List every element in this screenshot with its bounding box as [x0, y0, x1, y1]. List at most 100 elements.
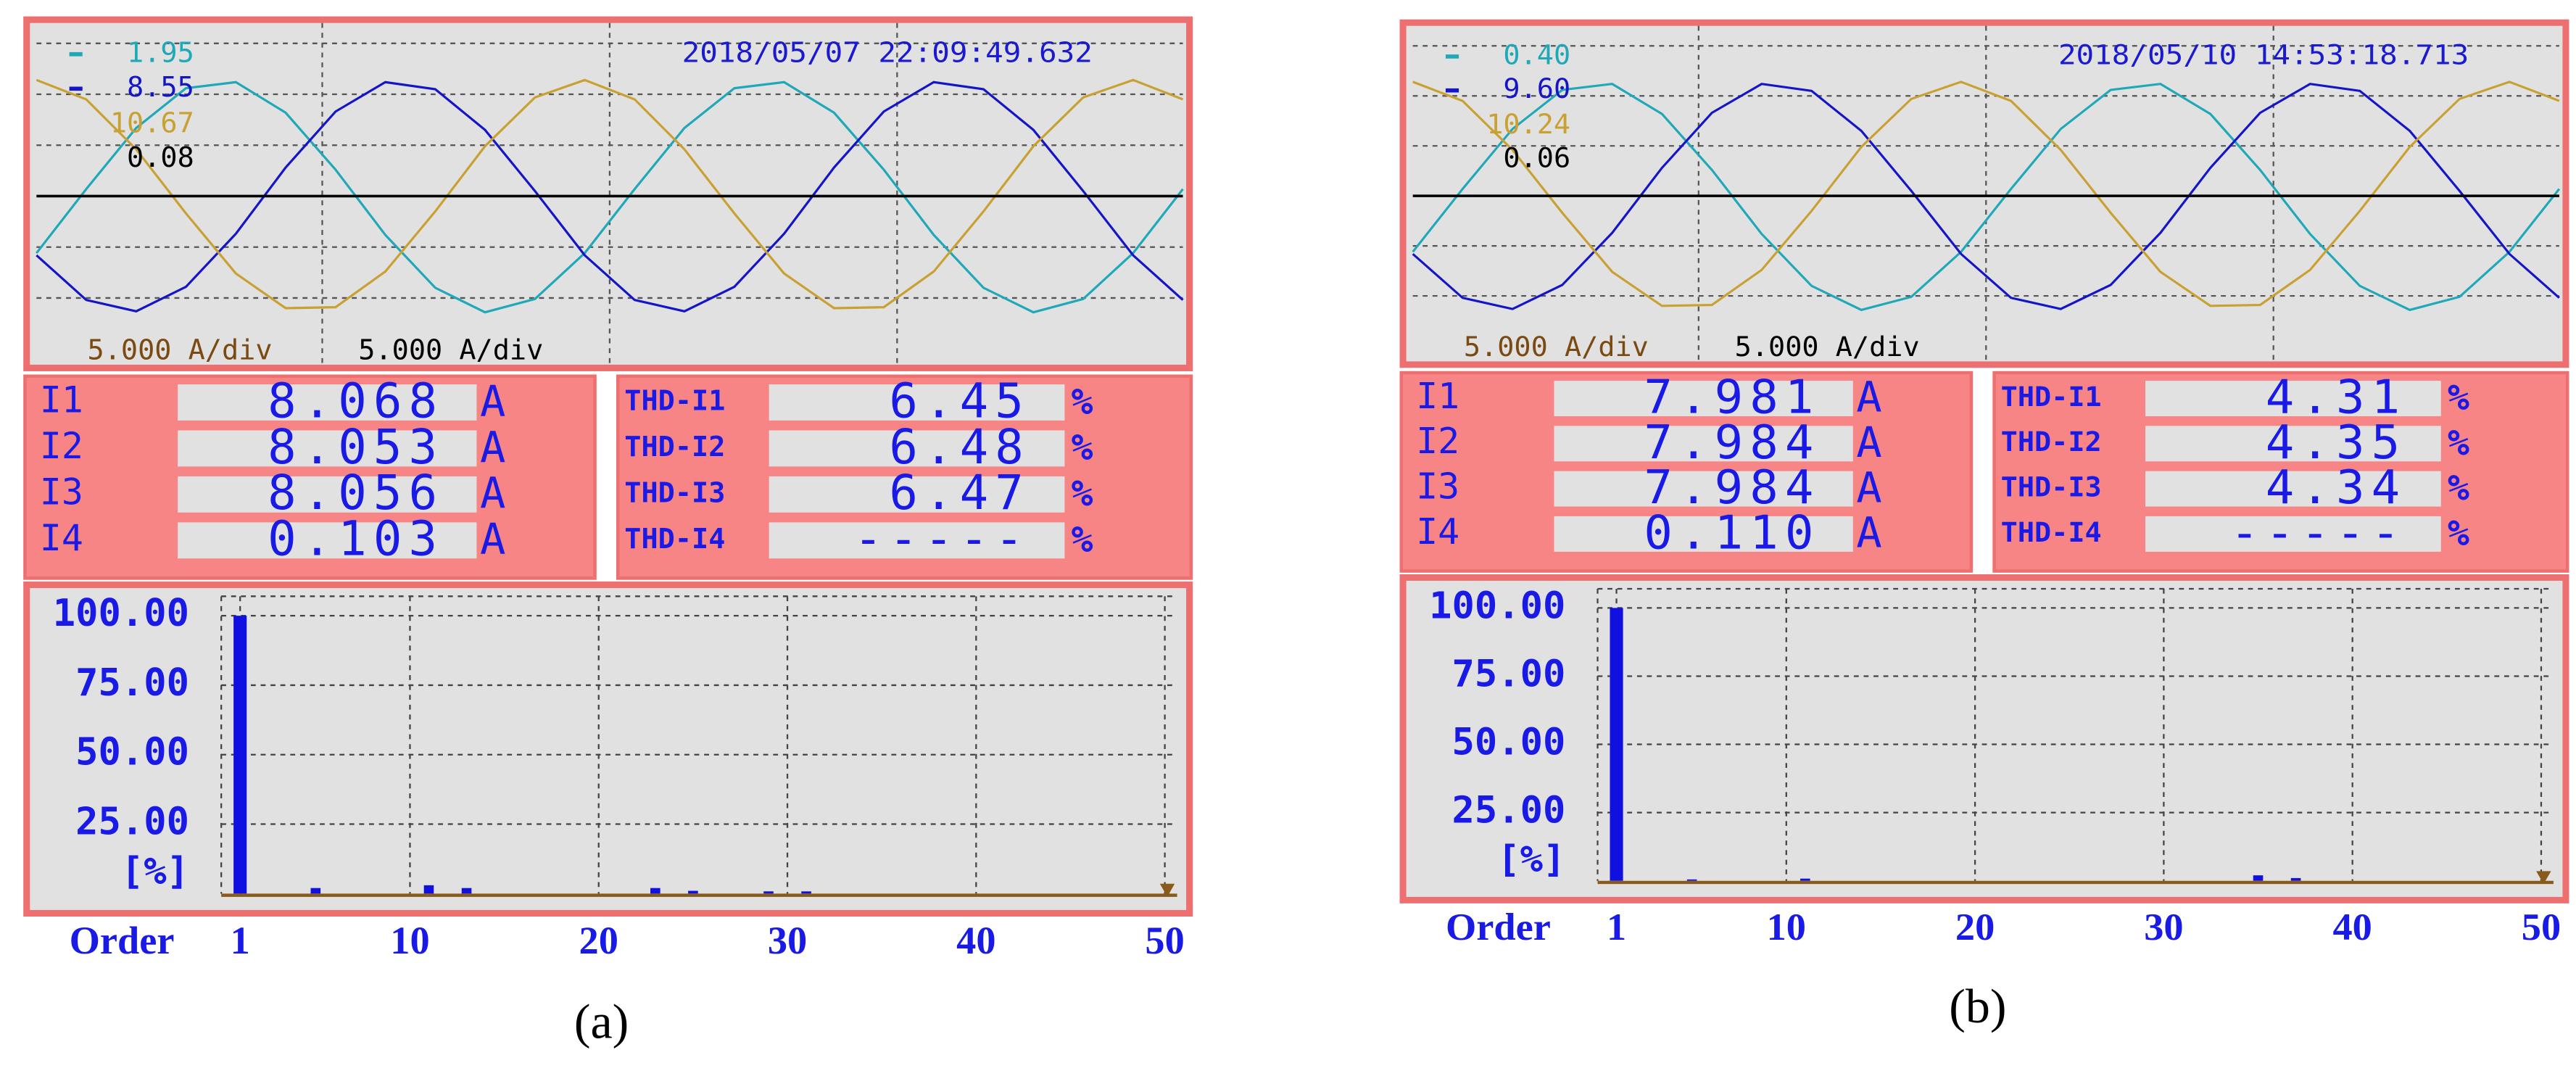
scale-label: 5.000 A/div — [1464, 331, 1649, 363]
thd-name: THD-I4 — [624, 523, 725, 555]
value-box — [769, 476, 1065, 513]
x-axis-label: Order — [70, 919, 175, 962]
panel-label: (b) — [1949, 980, 2006, 1033]
value-box — [1554, 471, 1853, 507]
legend-value: 10.67 — [110, 107, 194, 140]
thd-name: THD-I2 — [624, 431, 725, 463]
harmonic-bar — [1686, 879, 1697, 881]
thd-value: 4.35 — [2266, 415, 2406, 469]
unit: % — [2448, 467, 2469, 508]
unit: A — [1856, 508, 1881, 557]
x-tick-label: 10 — [1767, 905, 1806, 948]
x-tick-label: 50 — [1145, 919, 1184, 962]
current-value: 8.053 — [268, 420, 444, 475]
spectrum-frame — [23, 581, 1193, 917]
x-tick-label: 40 — [2333, 905, 2372, 948]
legend-value: 0.40 — [1503, 39, 1570, 71]
waveform-line — [36, 80, 1184, 314]
thd-name: THD-I1 — [2001, 381, 2102, 413]
unit: A — [1856, 373, 1881, 421]
spectrum-frame — [1399, 574, 2569, 903]
waveform-line — [1412, 83, 2560, 310]
waveform-line — [36, 78, 1184, 310]
thd-value: 6.47 — [889, 466, 1030, 521]
value-box — [178, 384, 477, 421]
value-box — [1554, 426, 1853, 462]
thd-name: THD-I2 — [2001, 426, 2102, 458]
x-tick-label: 20 — [1955, 905, 1995, 948]
current-value: 7.981 — [1644, 371, 1820, 424]
waveform-line — [1412, 83, 2561, 312]
thd-value: 4.34 — [2266, 461, 2406, 515]
legend-value: 0.08 — [127, 141, 194, 174]
thd-value: 6.45 — [889, 373, 1030, 429]
unit: % — [2448, 377, 2469, 418]
unit: A — [480, 376, 505, 426]
unit: % — [2448, 512, 2469, 553]
legend-value: 0.06 — [1503, 142, 1570, 174]
harmonic-bar — [688, 890, 698, 894]
channel-name: I4 — [40, 517, 83, 559]
timestamp: 2018/05/10 14:53:18.713 — [2058, 39, 2469, 71]
x-tick-label: 50 — [2522, 905, 2561, 948]
waveform-line — [36, 80, 1184, 313]
channel-name: I1 — [1416, 375, 1459, 416]
legend-value: 10.24 — [1486, 108, 1570, 140]
unit: A — [1856, 463, 1881, 512]
legend-value: 1.95 — [127, 36, 194, 69]
value-box — [1554, 516, 1853, 552]
y-axis-label: [%] — [1497, 838, 1565, 880]
current-value: 8.056 — [268, 466, 444, 521]
current-value: 0.110 — [1644, 506, 1820, 560]
thd-value: 4.31 — [2266, 371, 2406, 424]
waveform-line — [1412, 80, 2560, 307]
unit: A — [480, 422, 505, 472]
y-axis-label: [%] — [121, 850, 189, 893]
value-box — [178, 430, 477, 467]
channel-name: I4 — [1416, 510, 1459, 552]
unit: % — [1071, 473, 1093, 515]
y-tick-label: 100.00 — [1429, 584, 1565, 627]
value-box — [1554, 381, 1853, 417]
value-box — [2145, 426, 2441, 462]
x-tick-label: 1 — [231, 919, 250, 962]
end-marker — [1159, 883, 1175, 897]
current-value: 7.984 — [1644, 461, 1820, 515]
waveform-frame — [1399, 19, 2569, 368]
harmonic-bar — [763, 891, 774, 894]
harmonic-bar — [2290, 877, 2301, 881]
current-value: 0.103 — [268, 512, 444, 567]
channel-name: I3 — [40, 471, 83, 513]
value-box — [2145, 516, 2441, 552]
waveform-frame — [23, 16, 1193, 371]
unit: % — [2448, 422, 2469, 463]
x-tick-label: 40 — [956, 919, 995, 962]
panel-label: (a) — [574, 993, 629, 1049]
channel-name: I1 — [40, 379, 83, 421]
scale-label: 5.000 A/div — [1735, 331, 1920, 363]
x-axis-label: Order — [1446, 905, 1551, 948]
unit: % — [1071, 426, 1093, 468]
y-tick-label: 25.00 — [1452, 789, 1566, 832]
scale-label: 5.000 A/div — [88, 334, 273, 366]
channel-name: I3 — [1416, 466, 1459, 507]
thd-name: THD-I1 — [624, 385, 725, 418]
unit: % — [1071, 518, 1093, 561]
harmonic-bar — [2253, 875, 2264, 881]
value-box — [769, 384, 1065, 421]
unit: A — [480, 514, 505, 564]
x-tick-label: 10 — [390, 919, 429, 962]
unit: A — [480, 468, 505, 518]
y-tick-label: 25.00 — [75, 801, 189, 844]
value-box — [769, 430, 1065, 467]
harmonic-bar — [1800, 878, 1810, 881]
y-tick-label: 50.00 — [75, 731, 189, 774]
y-tick-label: 100.00 — [53, 592, 189, 635]
current-value: 7.984 — [1644, 415, 1820, 469]
value-box — [2145, 471, 2441, 507]
channel-name: I2 — [1416, 421, 1459, 462]
channel-name: I2 — [40, 425, 83, 467]
